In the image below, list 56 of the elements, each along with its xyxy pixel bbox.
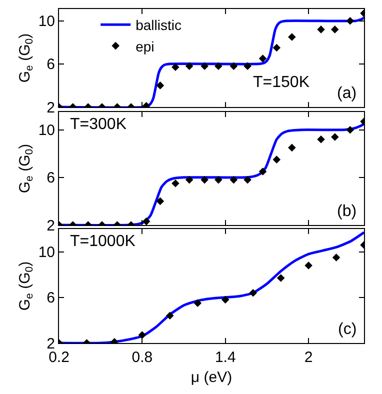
point [221,296,230,304]
annotation: (b) [337,203,357,220]
y-tick-label: 10 [38,13,55,30]
point [258,54,267,62]
y-tick-label: 6 [46,290,55,307]
point [249,288,257,297]
point [346,126,354,134]
point [332,254,340,262]
y-tick-label: 2 [46,217,55,234]
point [200,176,208,184]
x-axis-title: μ (eV) [190,369,232,386]
point [156,197,164,206]
point [330,26,339,34]
point [214,62,222,70]
point [138,331,146,339]
point [304,262,312,270]
legend-label: ballistic [136,17,182,34]
x-tick-label: 1.4 [214,349,236,366]
annotation: T=1000K [70,233,136,250]
point [142,218,150,225]
point [156,82,164,90]
y-tick-label: 2 [46,99,55,116]
point [244,176,252,184]
x-tick-label: 0.8 [132,349,153,366]
point [200,62,208,70]
point [276,274,285,282]
point [346,16,354,25]
point [317,26,325,34]
point [244,62,252,70]
point [172,63,180,72]
point [214,176,222,184]
legend-label: epi [136,38,154,54]
annotation: (a) [337,85,357,102]
y-tick-label: 6 [46,170,55,187]
point [194,299,202,307]
annotation: T=150K [253,74,310,91]
point [258,168,267,176]
annotation: T=300K [70,116,127,133]
x-tick-label: 2 [304,349,313,366]
point [317,135,325,144]
point [230,62,238,70]
annotation: (c) [338,321,357,338]
point [185,176,194,184]
point [288,144,296,152]
point [272,44,281,52]
point [166,312,174,320]
point [288,33,296,41]
y-tick-label: 10 [38,122,55,140]
point [185,62,194,70]
y-tick-label: 10 [38,244,55,262]
point [230,176,238,184]
line-series [59,231,364,343]
point [172,179,180,188]
point [330,133,339,141]
y-tick-label: 6 [46,56,55,74]
point [272,156,281,164]
